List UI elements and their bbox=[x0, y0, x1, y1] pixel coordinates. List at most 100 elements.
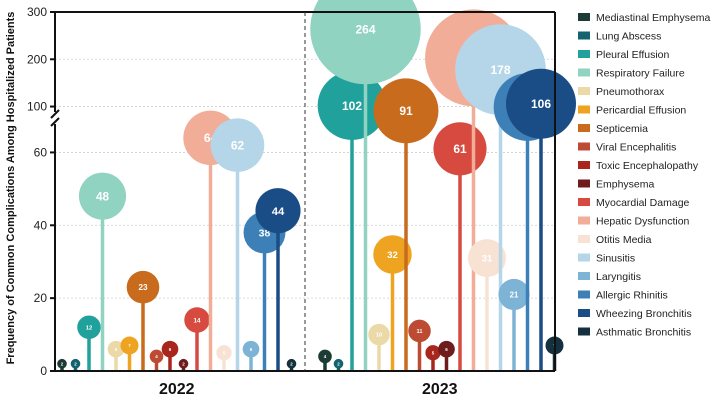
lollipop-bubble bbox=[318, 349, 332, 364]
data-label: 2 bbox=[290, 361, 293, 366]
lollipop-bubble bbox=[216, 345, 232, 361]
lollipop-bubble bbox=[178, 358, 189, 369]
data-label: 12 bbox=[86, 325, 93, 331]
legend-label: Toxic Encephalopathy bbox=[596, 160, 699, 172]
lollipop-bubble bbox=[286, 358, 297, 369]
legend-label: Asthmatic Bronchitis bbox=[596, 327, 691, 339]
data-label: 6 bbox=[250, 347, 253, 352]
data-label: 21 bbox=[510, 290, 519, 299]
data-label: 106 bbox=[531, 97, 551, 111]
legend-swatch bbox=[578, 198, 590, 206]
legend-swatch bbox=[578, 327, 590, 336]
lollipop-bubble bbox=[242, 340, 260, 358]
data-label: 31 bbox=[482, 253, 493, 264]
legend-swatch bbox=[578, 216, 590, 225]
axis-break-mark bbox=[50, 117, 60, 127]
legend-swatch bbox=[578, 31, 590, 40]
legend-swatch bbox=[578, 235, 590, 243]
x-category-label: 2022 bbox=[159, 381, 195, 398]
lollipop-bubble bbox=[505, 68, 577, 139]
data-label: 11 bbox=[417, 329, 423, 335]
data-label: 10 bbox=[376, 333, 382, 339]
legend-label: Emphysema bbox=[596, 179, 655, 191]
axis-layer: 0 20 40 60 100 200 300 2022 2023 bbox=[27, 5, 556, 398]
data-label: 7 bbox=[128, 343, 131, 348]
legend-label: Otitis Media bbox=[596, 234, 652, 246]
data-label: 264 bbox=[355, 22, 375, 36]
legend-swatch bbox=[578, 13, 590, 21]
lollipop-bubble bbox=[468, 239, 506, 278]
legend-swatch bbox=[578, 179, 590, 188]
axis-break-mark bbox=[50, 109, 60, 119]
legend-label: Lung Abscess bbox=[596, 31, 661, 43]
legend-label: Mediastinal Emphysema bbox=[596, 12, 711, 24]
data-label: 5 bbox=[432, 350, 435, 355]
data-label: 61 bbox=[453, 142, 467, 156]
data-label: 5 bbox=[223, 350, 226, 355]
data-label: 6 bbox=[115, 347, 118, 352]
data-label: 6 bbox=[445, 347, 448, 352]
data-label: 102 bbox=[342, 99, 362, 113]
data-label: 178 bbox=[490, 63, 510, 77]
marks-layer: 2422121024826461073223914116526146164203… bbox=[57, 0, 577, 371]
legend-swatch bbox=[578, 87, 590, 95]
x-category-label: 2023 bbox=[422, 381, 458, 398]
lollipop-bubble bbox=[184, 307, 210, 333]
lollipop-bubble bbox=[107, 340, 125, 358]
legend-swatch bbox=[578, 68, 590, 77]
legend-label: Pneumothorax bbox=[596, 86, 665, 98]
lollipop-bubble bbox=[161, 340, 179, 358]
lollipop-bubble bbox=[368, 323, 390, 346]
legend-swatch bbox=[578, 309, 590, 317]
legend-swatch bbox=[578, 142, 590, 151]
legend-label: Pleural Effusion bbox=[596, 49, 670, 61]
y-axis-title: Frequency of Common Complications Among … bbox=[5, 12, 17, 365]
legend-label: Hepatic Dysfunction bbox=[596, 216, 690, 228]
lollipop-bubble bbox=[333, 358, 344, 369]
lollipop-bubble bbox=[438, 340, 455, 358]
legend-swatch bbox=[578, 272, 590, 280]
lollipop-bubble bbox=[120, 336, 139, 355]
lollipop-bubble bbox=[149, 349, 164, 364]
lollipop-bubble bbox=[408, 319, 431, 343]
lollipop-bubble bbox=[310, 0, 421, 85]
legend-swatch bbox=[578, 161, 590, 169]
lollipop-bubble bbox=[425, 345, 441, 361]
y-tick-label: 60 bbox=[34, 145, 48, 159]
data-label: 4 bbox=[155, 354, 158, 359]
lollipop-bubble bbox=[77, 315, 101, 340]
y-tick-label: 0 bbox=[40, 364, 47, 378]
legend-label: Laryngitis bbox=[596, 271, 641, 283]
data-label: 6 bbox=[169, 347, 172, 352]
legend-label: Septicemia bbox=[596, 123, 648, 135]
legend-swatch bbox=[578, 253, 590, 262]
lollipop-bubble bbox=[57, 358, 67, 369]
y-tick-label: 300 bbox=[27, 5, 47, 19]
data-label: 32 bbox=[387, 250, 398, 261]
lollipop-bubble bbox=[78, 172, 127, 220]
data-label: 48 bbox=[96, 190, 110, 203]
legend-swatch bbox=[578, 290, 590, 299]
data-label: 2 bbox=[61, 361, 64, 366]
legend-label: Allergic Rhinitis bbox=[596, 290, 668, 302]
legend-label: Pericardial Effusion bbox=[596, 105, 686, 117]
legend-swatch bbox=[578, 124, 590, 132]
data-label: 2 bbox=[74, 361, 77, 366]
lollipop-bubble bbox=[255, 188, 301, 234]
legend-label: Respiratory Failure bbox=[596, 68, 685, 80]
y-tick-label: 20 bbox=[34, 291, 48, 305]
y-tick-label: 40 bbox=[34, 218, 48, 232]
y-tick-label: 100 bbox=[27, 100, 47, 114]
data-label: 2 bbox=[182, 361, 185, 366]
legend-label: Wheezing Bronchitis bbox=[596, 308, 692, 320]
lollipop-bubble bbox=[373, 78, 439, 144]
lollipop-bubble bbox=[210, 118, 265, 172]
legend-label: Myocardial Damage bbox=[596, 197, 690, 209]
lollipop-bubble bbox=[70, 358, 81, 369]
legend-swatch bbox=[578, 50, 590, 58]
data-label: 2 bbox=[337, 361, 340, 366]
data-label: 44 bbox=[272, 206, 285, 218]
legend: Mediastinal Emphysema Lung Abscess Pleural… bbox=[578, 12, 711, 339]
